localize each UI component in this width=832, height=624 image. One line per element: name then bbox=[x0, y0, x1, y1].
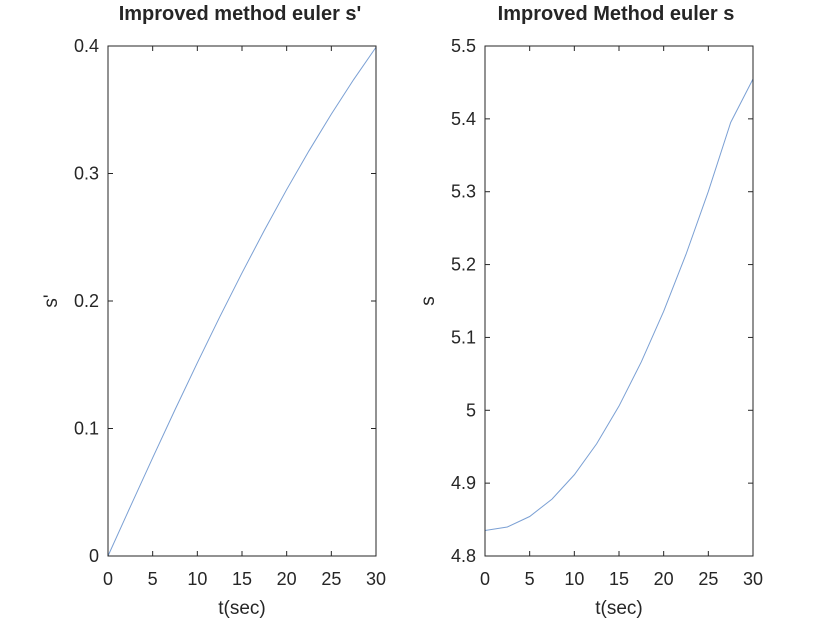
y-tick-label: 5.2 bbox=[451, 255, 476, 275]
subplot-right: Improved Method euler s 0 5 10 15 20 25 30 4.8 4… bbox=[418, 3, 763, 619]
y-tick-label: 0 bbox=[89, 546, 99, 566]
x-tick-label: 15 bbox=[609, 569, 629, 589]
x-tick-label: 10 bbox=[187, 569, 207, 589]
series-line-left bbox=[107, 46, 377, 557]
x-tick-label: 25 bbox=[321, 569, 341, 589]
x-tick-label: 25 bbox=[698, 569, 718, 589]
x-tick-label: 5 bbox=[525, 569, 535, 589]
series-line-right bbox=[484, 78, 754, 531]
y-tick-label: 5.1 bbox=[451, 327, 476, 347]
x-axis-label-left: t(sec) bbox=[218, 598, 266, 619]
chart-title-left: Improved method euler s' bbox=[119, 3, 362, 25]
axes-frame-left bbox=[107, 45, 377, 557]
x-tick-label: 30 bbox=[743, 569, 763, 589]
y-tick-label: 0.3 bbox=[74, 164, 99, 184]
x-tick-label: 0 bbox=[103, 569, 113, 589]
chart-title-right: Improved Method euler s bbox=[498, 3, 735, 25]
y-tick-label: 0.4 bbox=[74, 36, 99, 56]
x-tick-label: 20 bbox=[654, 569, 674, 589]
y-tick-label: 0.1 bbox=[74, 419, 99, 439]
x-tick-label: 0 bbox=[480, 569, 490, 589]
y-axis-label-left: s' bbox=[41, 294, 62, 307]
x-tick-label: 15 bbox=[232, 569, 252, 589]
y-tick-label: 5.3 bbox=[451, 182, 476, 202]
x-tick-label: 30 bbox=[366, 569, 386, 589]
y-tick-label: 5.4 bbox=[451, 109, 476, 129]
y-axis-label-right: s bbox=[418, 296, 439, 306]
x-tick-label: 20 bbox=[277, 569, 297, 589]
x-tick-label: 5 bbox=[148, 569, 158, 589]
axes-frame-right bbox=[484, 45, 754, 557]
y-tick-label: 0.2 bbox=[74, 291, 99, 311]
x-tick-label: 10 bbox=[564, 569, 584, 589]
y-tick-label: 4.8 bbox=[451, 546, 476, 566]
x-axis-label-right: t(sec) bbox=[595, 598, 643, 619]
subplot-left: Improved method euler s' 0 5 10 15 20 25 30 0 0.… bbox=[41, 3, 386, 619]
y-tick-label: 5.5 bbox=[451, 36, 476, 56]
y-tick-label: 4.9 bbox=[451, 473, 476, 493]
y-tick-label: 5 bbox=[466, 400, 476, 420]
